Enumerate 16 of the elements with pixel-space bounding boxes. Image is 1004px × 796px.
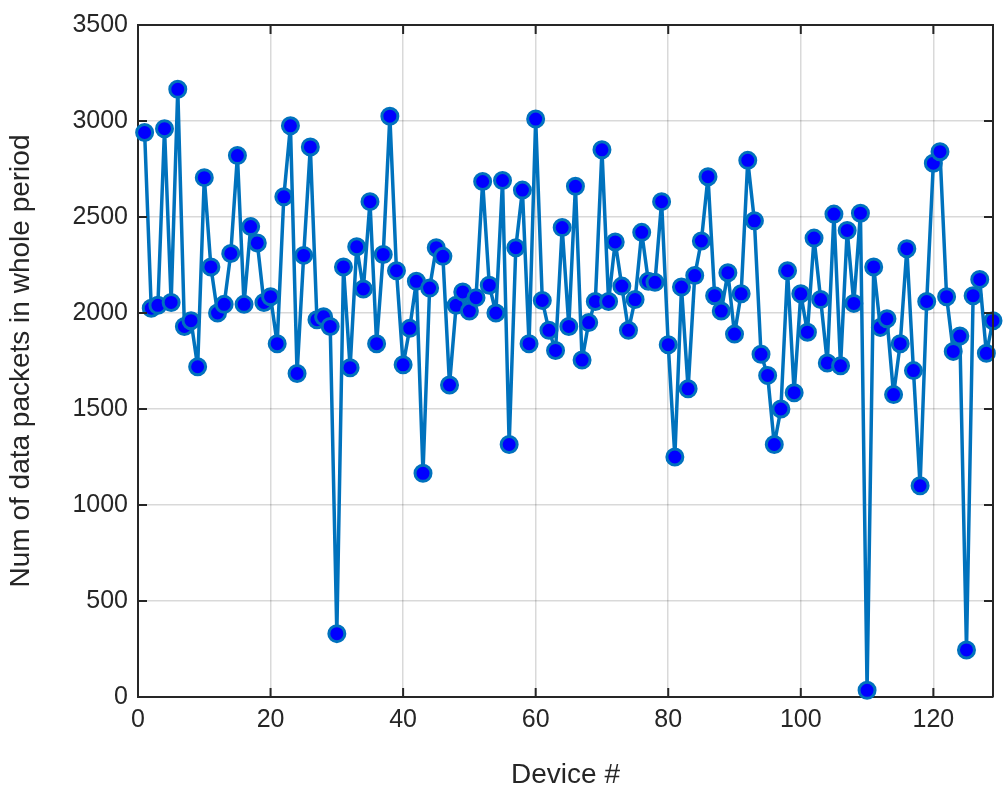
- x-axis-title: Device #: [511, 757, 621, 789]
- y-tick-label: 0: [114, 680, 128, 709]
- y-tick-label: 1500: [72, 392, 128, 421]
- y-axis-title: Num of data packets in whole period: [3, 134, 35, 588]
- y-tick-label: 500: [86, 584, 128, 613]
- x-tick-label: 100: [779, 703, 822, 732]
- x-tick-label: 20: [256, 703, 285, 732]
- x-tick-label: 80: [654, 703, 683, 732]
- y-tick-label: 1000: [72, 488, 128, 517]
- y-tick-label: 3000: [72, 104, 128, 133]
- x-tick-label: 40: [389, 703, 418, 732]
- y-tick-label: 2500: [72, 200, 128, 229]
- y-tick-label: 2000: [72, 296, 128, 325]
- x-tick-label: 60: [521, 703, 550, 732]
- y-tick-label: 3500: [72, 8, 128, 37]
- x-tick-label: 120: [912, 703, 955, 732]
